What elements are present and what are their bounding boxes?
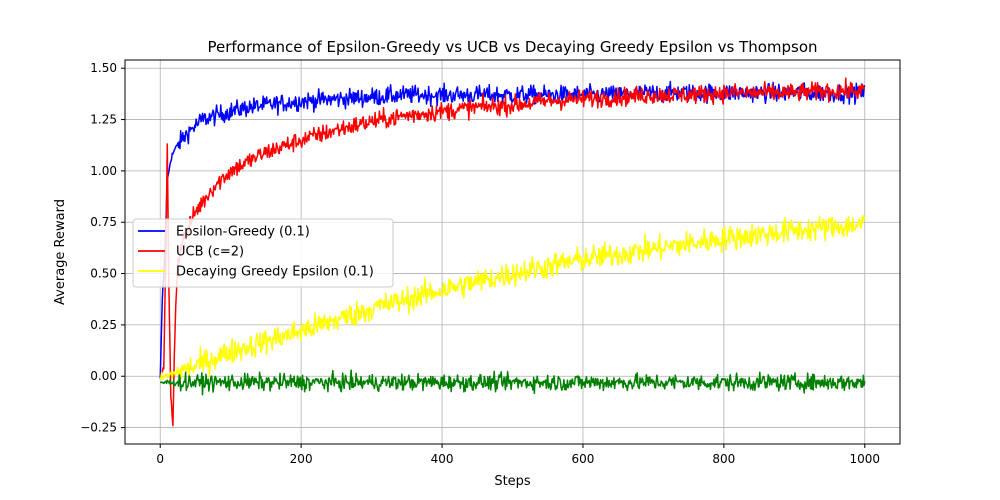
legend-label: Decaying Greedy Epsilon (0.1) — [176, 265, 374, 280]
y-tick-label: 0.00 — [90, 369, 117, 383]
legend-label: UCB (c=2) — [176, 245, 244, 260]
y-tick-label: 1.50 — [90, 61, 117, 75]
x-tick-label: 600 — [572, 452, 595, 466]
y-tick-label: 0.25 — [90, 318, 117, 332]
series-lines — [159, 77, 866, 427]
y-tick-label: 1.00 — [90, 164, 117, 178]
x-tick-label: 200 — [290, 452, 313, 466]
series-line — [159, 215, 866, 381]
series-line — [159, 77, 866, 427]
plot-frame — [124, 59, 901, 445]
y-tick-label: 1.25 — [90, 113, 117, 127]
chart-title: Performance of Epsilon-Greedy vs UCB vs … — [207, 38, 817, 56]
legend-box — [132, 218, 394, 288]
y-tick-label: −0.25 — [80, 421, 117, 435]
x-tick-label: 0 — [156, 452, 164, 466]
legend: Epsilon-Greedy (0.1) UCB (c=2) Decaying Gr… — [132, 218, 394, 288]
x-tick-label: 800 — [712, 452, 735, 466]
y-axis-label: Average Reward — [53, 199, 68, 305]
y-tick-label: 0.50 — [90, 267, 117, 281]
x-tick-label: 1000 — [849, 452, 880, 466]
y-tick-label: 0.75 — [90, 215, 117, 229]
series-line — [160, 369, 866, 396]
legend-label: Epsilon-Greedy (0.1) — [176, 225, 310, 240]
x-axis-ticks: 0 200 400 600 800 1000 — [156, 444, 880, 466]
x-tick-label: 400 — [431, 452, 454, 466]
y-axis-ticks: −0.25 0.00 0.25 0.50 0.75 1.00 1.25 1.50 — [80, 61, 125, 435]
x-axis-label: Steps — [494, 474, 531, 489]
